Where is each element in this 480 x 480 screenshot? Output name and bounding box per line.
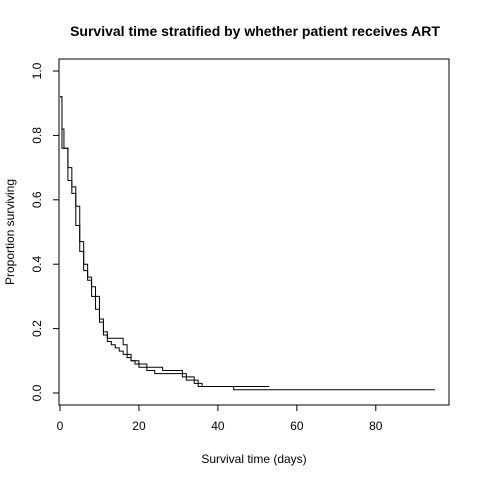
- x-axis: 0 20 40 60 80: [57, 405, 383, 433]
- x-tick-label: 0: [57, 419, 64, 433]
- y-tick-label: 0.0: [30, 384, 44, 401]
- y-axis: 0.0 0.2 0.4 0.6 0.8 1.0: [30, 62, 59, 401]
- y-tick-label: 0.6: [30, 191, 44, 208]
- y-tick-label: 1.0: [30, 62, 44, 79]
- x-tick-label: 80: [369, 419, 383, 433]
- x-tick-label: 60: [290, 419, 304, 433]
- y-tick-label: 0.8: [30, 127, 44, 144]
- survival-curve-2: [60, 96, 435, 391]
- chart-title: Survival time stratified by whether pati…: [70, 23, 440, 39]
- series-layer: [60, 96, 435, 391]
- plot-frame: [58, 58, 450, 406]
- survival-curve-1: [60, 96, 270, 388]
- y-axis-label: Proportion surviving: [3, 179, 17, 285]
- y-tick-label: 0.2: [30, 320, 44, 337]
- x-tick-label: 40: [211, 419, 225, 433]
- x-axis-label: Survival time (days): [201, 452, 306, 466]
- x-tick-label: 20: [132, 419, 146, 433]
- y-tick-label: 0.4: [30, 256, 44, 273]
